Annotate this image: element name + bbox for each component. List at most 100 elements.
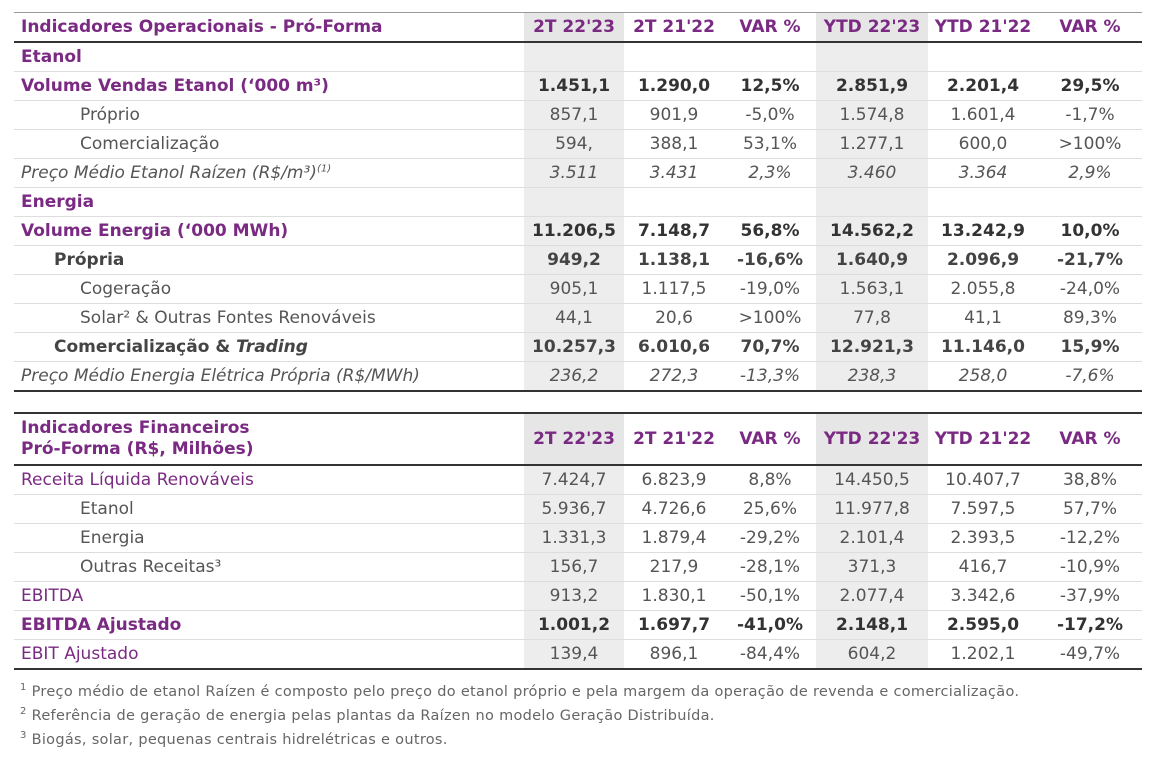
header-cell: 2T 21'22 xyxy=(624,12,724,43)
table-row: Receita Líquida Renováveis 7.424,7 6.823,9… xyxy=(14,465,1142,495)
value-cell: 1.290,0 xyxy=(624,71,724,101)
value-cell: 896,1 xyxy=(624,639,724,670)
value-cell: 5.936,7 xyxy=(524,494,624,524)
label-text: Etanol xyxy=(21,47,82,67)
table-row: EBIT Ajustado 139,4 896,1 -84,4% 604,2 1.202,… xyxy=(14,639,1142,670)
label-text: Etanol xyxy=(80,499,134,519)
value-cell: 14.450,5 xyxy=(816,465,928,495)
value-cell: 3.460 xyxy=(816,158,928,188)
footnote: 2 Referência de geração de energia pelas… xyxy=(20,702,1130,726)
table-row: Preço Médio Energia Elétrica Própria (R$… xyxy=(14,361,1142,392)
header-cell: VAR % xyxy=(724,413,816,466)
value-cell: 1.451,1 xyxy=(524,71,624,101)
value-cell: 1.563,1 xyxy=(816,274,928,304)
table-row: Próprio 857,1 901,9 -5,0% 1.574,8 1.601,4 -1,7… xyxy=(14,100,1142,130)
value-cell: 14.562,2 xyxy=(816,216,928,246)
header-cell: 2T 21'22 xyxy=(624,413,724,466)
value-cell: 1.138,1 xyxy=(624,245,724,275)
value-cell: >100% xyxy=(1038,129,1142,159)
value-cell: 604,2 xyxy=(816,639,928,670)
row-label: Receita Líquida Renováveis xyxy=(14,465,524,495)
header-cell: Indicadores Operacionais - Pró-Forma xyxy=(14,12,524,43)
footnote-ref: (1) xyxy=(316,163,332,175)
value-cell: -50,1% xyxy=(724,581,816,611)
row-label: Energia xyxy=(14,523,524,553)
footnote: 3 Biogás, solar, pequenas centrais hidre… xyxy=(20,726,1130,750)
label-text: Preço Médio Etanol Raízen (R$/m³) xyxy=(21,163,317,183)
row-label: Próprio xyxy=(14,100,524,130)
value-cell: -12,2% xyxy=(1038,523,1142,553)
label-text: Solar² & Outras Fontes Renováveis xyxy=(80,308,376,328)
value-cell: 2.148,1 xyxy=(816,610,928,640)
table-row: EBITDA Ajustado 1.001,2 1.697,7 -41,0% 2.148… xyxy=(14,610,1142,640)
footnote-text: Preço médio de etanol Raízen é composto … xyxy=(31,683,1020,700)
label-text: Receita Líquida Renováveis xyxy=(21,470,254,490)
value-cell: 2.595,0 xyxy=(928,610,1038,640)
label-text: Comercialização & xyxy=(54,337,231,357)
value-cell: 1.574,8 xyxy=(816,100,928,130)
row-label: Comercialização & Trading xyxy=(14,332,524,362)
row-label: Própria xyxy=(14,245,524,275)
value-cell: -10,9% xyxy=(1038,552,1142,582)
value-cell: 41,1 xyxy=(928,303,1038,333)
value-cell: 1.601,4 xyxy=(928,100,1038,130)
value-cell: 1.331,3 xyxy=(524,523,624,553)
row-label: Comercialização xyxy=(14,129,524,159)
footnote-mark: 3 xyxy=(20,729,27,741)
value-cell: 1.001,2 xyxy=(524,610,624,640)
value-cell: 53,1% xyxy=(724,129,816,159)
table-row: Própria 949,2 1.138,1 -16,6% 1.640,9 2.096,9-… xyxy=(14,245,1142,275)
row-label: Preço Médio Etanol Raízen (R$/m³)(1) xyxy=(14,158,524,188)
value-cell: 3.431 xyxy=(624,158,724,188)
value-cell: 7.424,7 xyxy=(524,465,624,495)
table-row: Comercialização & Trading 10.257,3 6.010,6… xyxy=(14,332,1142,362)
table-row: Comercialização 594, 388,1 53,1% 1.277,1 600,… xyxy=(14,129,1142,159)
value-cell: -24,0% xyxy=(1038,274,1142,304)
value-cell: 2.055,8 xyxy=(928,274,1038,304)
value-cell: -37,9% xyxy=(1038,581,1142,611)
value-cell: 2.096,9 xyxy=(928,245,1038,275)
value-cell: 3.511 xyxy=(524,158,624,188)
value-cell: 949,2 xyxy=(524,245,624,275)
label-text: EBIT Ajustado xyxy=(21,644,139,664)
empty-cell xyxy=(928,187,1038,217)
value-cell: 3.342,6 xyxy=(928,581,1038,611)
value-cell: 6.010,6 xyxy=(624,332,724,362)
row-label: Etanol xyxy=(14,494,524,524)
value-cell: 89,3% xyxy=(1038,303,1142,333)
value-cell: 1.640,9 xyxy=(816,245,928,275)
table-row: Preço Médio Etanol Raízen (R$/m³)(1) 3.51… xyxy=(14,158,1142,188)
value-cell: 10.407,7 xyxy=(928,465,1038,495)
value-cell: -84,4% xyxy=(724,639,816,670)
value-cell: >100% xyxy=(724,303,816,333)
table-row: EBITDA 913,2 1.830,1 -50,1% 2.077,4 3.342,6 -3… xyxy=(14,581,1142,611)
header-cell: YTD 22'23 xyxy=(816,413,928,466)
row-label: EBITDA Ajustado xyxy=(14,610,524,640)
value-cell: 8,8% xyxy=(724,465,816,495)
label-text: Energia xyxy=(21,192,95,212)
value-cell: 44,1 xyxy=(524,303,624,333)
value-cell: 1.879,4 xyxy=(624,523,724,553)
value-cell: 25,6% xyxy=(724,494,816,524)
empty-cell xyxy=(928,42,1038,72)
value-cell: 2.077,4 xyxy=(816,581,928,611)
value-cell: -19,0% xyxy=(724,274,816,304)
value-cell: 70,7% xyxy=(724,332,816,362)
value-cell: 57,7% xyxy=(1038,494,1142,524)
empty-cell xyxy=(724,42,816,72)
label-text: Preço Médio Energia Elétrica Própria (R$… xyxy=(21,366,420,386)
value-cell: -29,2% xyxy=(724,523,816,553)
value-cell: 11.146,0 xyxy=(928,332,1038,362)
footnote-mark: 2 xyxy=(20,705,27,717)
value-cell: 29,5% xyxy=(1038,71,1142,101)
row-label: Solar² & Outras Fontes Renováveis xyxy=(14,303,524,333)
header-cell: 2T 22'23 xyxy=(524,12,624,43)
table-row: Etanol xyxy=(14,42,1142,72)
value-cell: 913,2 xyxy=(524,581,624,611)
value-cell: 901,9 xyxy=(624,100,724,130)
value-cell: -5,0% xyxy=(724,100,816,130)
row-label: Volume Vendas Etanol (‘000 m³) xyxy=(14,71,524,101)
label-text: Volume Vendas Etanol (‘000 m³) xyxy=(21,76,329,96)
header-cell: VAR % xyxy=(1038,413,1142,466)
title-line: Pró-Forma (R$, Milhões) xyxy=(21,439,254,459)
